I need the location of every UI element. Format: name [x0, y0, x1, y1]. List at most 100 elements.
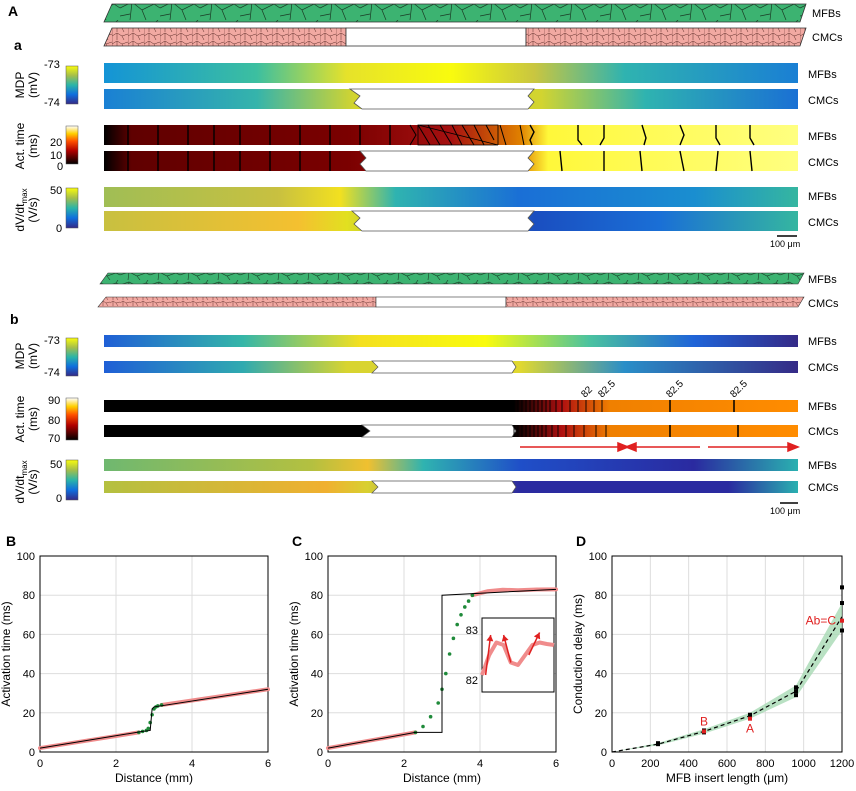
b-dv-mfbs-label: MFBs: [808, 460, 837, 472]
D-xtick-4: 800: [756, 758, 774, 770]
D-ytick-3: 60: [595, 629, 607, 641]
cb-b-act-t2: 70: [48, 433, 60, 445]
D-xlabel: MFB insert length (μm): [666, 771, 788, 785]
B-ytick-3: 60: [23, 629, 35, 641]
cb-b-mdp-label: MDP: [13, 343, 27, 370]
b-act-mfbs-label: MFBs: [808, 401, 837, 413]
a-dv-mfbs-label: MFBs: [808, 191, 837, 203]
panel-label-C: C: [292, 533, 302, 549]
b-scale-text: 100 μm: [770, 506, 800, 516]
cb-b-act-t0: 90: [48, 395, 60, 407]
cb-a-mdp-max: -73: [44, 59, 60, 71]
B-xlabel: Distance (mm): [115, 771, 193, 785]
a-act-mfbs-label: MFBs: [808, 131, 837, 143]
C-xtick-2: 4: [477, 758, 483, 770]
cb-a-dv-t0: 50: [50, 185, 62, 197]
D-xtick-1: 200: [641, 758, 659, 770]
C-inset-frame: [481, 617, 555, 693]
B-series-3: [39, 688, 269, 749]
C-inset: 83 82: [466, 617, 555, 693]
a-act-mesh: [417, 124, 499, 146]
a-act-cmcs-label: CMCs: [808, 157, 839, 169]
C-point-10: [463, 605, 467, 609]
tissue-a-mfbs-label: MFBs: [812, 8, 841, 20]
C-point-5: [444, 671, 448, 676]
a-scale-text: 100 μm: [770, 239, 800, 249]
strips-b: 82 82.5 82.5 82.5 MFBs CMCs MFBs CMCs MF…: [104, 335, 839, 516]
C-ylabel: Activation time (ms): [287, 601, 301, 706]
C-point-6: [447, 652, 452, 656]
D-xtick-0: 0: [609, 758, 615, 770]
B-xtick-0: 0: [37, 758, 43, 770]
C-point-12: [470, 593, 475, 597]
b-iso-label-2: 82.5: [664, 378, 686, 400]
b-mdp-cmc-gap: [371, 360, 517, 374]
cb-a-mdp-min: -74: [44, 97, 60, 109]
D-confidence-band: [612, 603, 842, 752]
cmc-gap-b: [375, 296, 507, 308]
cb-a-act-t0: 20: [50, 137, 62, 149]
colorbar-dvdt-b: [65, 459, 79, 501]
D-ytick-0: 0: [601, 747, 607, 759]
mfb-strip-a: [103, 3, 807, 23]
cb-a-act-unit: (ms): [26, 134, 40, 158]
chart-B: 0 20 40 60 80 100 0 2 4 6 Distance (mm) Activation …: [0, 551, 271, 785]
cb-b-dv-label: dV/dtmax: [13, 460, 29, 503]
D-fit-line: [611, 616, 843, 753]
D-annot-marker-1: [748, 716, 752, 721]
tissue-a: MFBs CMCs: [103, 3, 843, 47]
C-inset-arrowhead-0: [486, 635, 494, 642]
D-point-5: [748, 712, 752, 717]
D-frame: [611, 555, 843, 753]
cmc-strip-a-right: [525, 27, 807, 47]
cb-b-mdp-min: -74: [44, 367, 60, 379]
cb-b-mdp-max: -73: [44, 335, 60, 347]
B-ytick-4: 80: [23, 590, 35, 602]
a-dv-cmcs-label: CMCs: [808, 217, 839, 229]
a-mdp-cmcs-label: CMCs: [808, 95, 839, 107]
C-xlabel: Distance (mm): [403, 771, 481, 785]
cb-a-act-t1: 10: [50, 150, 62, 162]
D-annot-marker-0: [702, 729, 706, 734]
cmc-gap-a: [345, 27, 527, 47]
D-annot-0: B: [700, 714, 708, 728]
b-act-cmcs-label: CMCs: [808, 426, 839, 438]
C-inset-ytick-1: 82: [466, 675, 478, 687]
b-act-cmc-gap: [360, 424, 517, 438]
arrow-left-head: [623, 441, 637, 453]
C-ytick-5: 100: [305, 551, 323, 563]
cmc-strip-b-right: [505, 296, 805, 308]
tissue-a-cmcs-label: CMCs: [812, 32, 843, 44]
C-inset-curve: [480, 640, 555, 676]
cb-b-mdp-unit: (mV): [26, 343, 40, 369]
strips-a: MFBs CMCs MFBs CMCs MFBs CMCs 100 μm: [104, 63, 839, 249]
tissue-b-cmcs-label: CMCs: [808, 298, 839, 310]
C-point-3: [436, 701, 441, 705]
a-dvdt-cmc-gap: [350, 210, 535, 232]
a-act-mfb: [104, 125, 798, 145]
D-ytick-2: 40: [595, 669, 607, 681]
C-ytick-2: 40: [311, 669, 323, 681]
cb-b-act-label: Act. time: [13, 395, 27, 442]
panel-label-B: B: [6, 533, 16, 549]
cmc-strip-a-left: [103, 27, 347, 47]
C-inset-arrowhead-2: [533, 632, 541, 640]
b-iso-label-1: 82.5: [596, 378, 618, 400]
C-point-11: [466, 599, 471, 603]
cb-a-mdp-label: MDP: [13, 72, 27, 99]
panel-label-D: D: [576, 533, 586, 549]
cb-a-dv-label: dV/dtmax: [13, 188, 29, 231]
B-frame: [39, 555, 269, 753]
D-point-6: [794, 693, 798, 698]
C-point-8: [455, 622, 460, 627]
C-xtick-1: 2: [401, 758, 407, 770]
a-isochrones: [127, 124, 755, 172]
panel-label-a: a: [14, 37, 22, 53]
cb-b-dv-unit: (V/s): [26, 469, 40, 494]
B-xtick-3: 6: [265, 758, 271, 770]
B-ytick-5: 100: [17, 551, 35, 563]
C-inset-ytick-0: 83: [466, 625, 478, 637]
D-ytick-5: 100: [589, 551, 607, 563]
C-series-3: [327, 588, 557, 749]
C-frame: [327, 555, 557, 753]
